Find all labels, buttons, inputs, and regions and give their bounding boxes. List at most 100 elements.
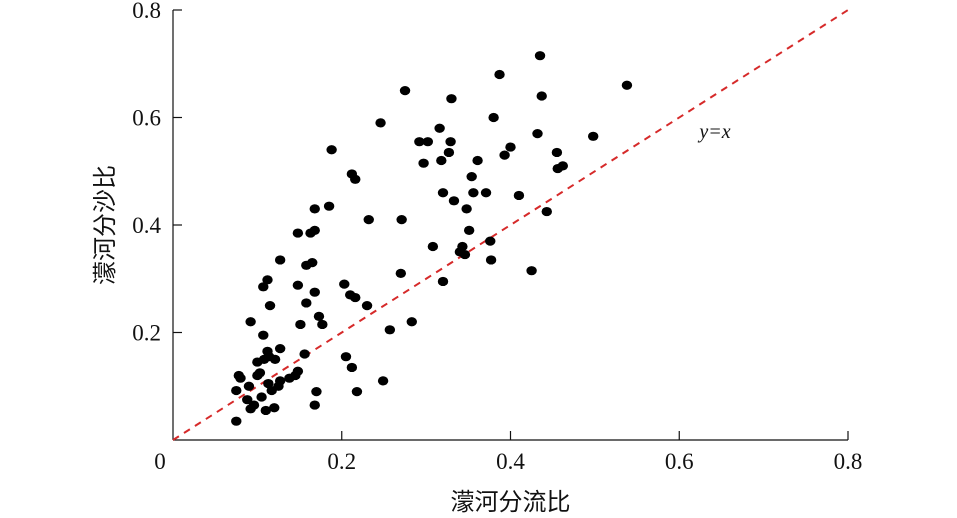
data-point <box>309 287 320 297</box>
data-point <box>536 91 547 101</box>
x-tick-label: 0.2 <box>327 449 356 474</box>
data-point <box>274 376 286 386</box>
data-point <box>260 405 272 416</box>
data-point <box>526 266 537 276</box>
data-point <box>254 368 266 378</box>
data-point <box>256 392 267 402</box>
data-point <box>437 188 449 198</box>
data-point <box>395 268 407 278</box>
data-point <box>292 280 304 290</box>
data-point <box>384 325 396 335</box>
data-point <box>468 188 479 198</box>
reference-line-label: y=x <box>697 121 730 143</box>
data-point <box>406 317 417 327</box>
x-tick-label: 0.8 <box>834 449 863 474</box>
data-point <box>494 69 505 80</box>
data-point <box>309 225 320 235</box>
data-point <box>534 51 546 61</box>
data-point <box>313 311 325 321</box>
data-point <box>434 123 445 133</box>
data-point <box>375 118 386 128</box>
y-tick-label: 0.4 <box>132 213 161 238</box>
data-point <box>309 400 320 410</box>
data-point <box>339 279 350 289</box>
data-point <box>243 381 255 391</box>
data-point <box>269 354 281 364</box>
data-point <box>317 319 328 330</box>
data-point <box>340 352 352 362</box>
data-point <box>437 276 449 287</box>
data-point <box>248 400 260 410</box>
data-point <box>399 86 411 96</box>
data-point <box>309 204 320 214</box>
data-point <box>480 188 492 198</box>
x-axis-title: 濛河分流比 <box>451 488 571 516</box>
data-point <box>557 161 569 171</box>
data-point <box>463 225 475 235</box>
data-point <box>311 387 322 397</box>
data-point <box>461 204 472 214</box>
y-ticks: 0.2 0.4 0.6 0.8 <box>132 0 182 346</box>
data-point <box>472 155 483 166</box>
data-points <box>231 51 633 426</box>
data-point <box>346 362 358 373</box>
axes: 0.2 0.4 0.6 0.8 0.2 0.4 0.6 0.8 0 <box>132 0 862 474</box>
data-point <box>621 80 633 90</box>
data-point <box>351 387 363 397</box>
data-point <box>485 255 497 265</box>
data-point <box>448 196 460 206</box>
data-point <box>422 137 434 147</box>
data-point <box>532 129 543 139</box>
data-point <box>233 370 245 381</box>
data-point <box>457 241 468 252</box>
data-point <box>326 145 337 155</box>
data-point <box>436 155 447 166</box>
data-point <box>301 298 312 308</box>
data-point <box>292 366 304 376</box>
data-point <box>307 258 318 268</box>
x-ticks: 0.2 0.4 0.6 0.8 <box>327 431 862 474</box>
data-point <box>541 206 552 217</box>
data-point <box>414 137 425 147</box>
data-point <box>262 346 273 356</box>
data-point <box>513 190 525 201</box>
data-point <box>295 319 306 330</box>
y-axis-title: 濛河分沙比 <box>91 165 119 285</box>
data-point <box>264 301 276 311</box>
data-point <box>245 317 256 327</box>
data-point <box>231 416 242 426</box>
data-point <box>269 403 280 413</box>
data-point <box>263 378 274 389</box>
data-point <box>258 330 269 340</box>
y-tick-label: 0.2 <box>132 321 161 346</box>
reference-line-y-equals-x <box>172 9 849 441</box>
data-point <box>443 147 455 158</box>
data-point <box>350 174 361 184</box>
data-point <box>242 395 253 405</box>
data-point <box>499 150 510 160</box>
data-point <box>485 236 496 246</box>
x-tick-label: 0.6 <box>665 449 694 474</box>
data-point <box>446 94 457 104</box>
data-point <box>377 376 389 386</box>
data-point <box>396 215 407 225</box>
data-point <box>427 241 439 252</box>
data-point <box>274 255 286 265</box>
data-point <box>587 131 599 141</box>
data-point <box>323 201 335 211</box>
data-point <box>231 385 242 396</box>
data-point <box>274 344 286 354</box>
data-point <box>551 147 563 158</box>
data-point <box>350 292 361 303</box>
data-point <box>459 249 471 260</box>
data-point <box>262 275 273 285</box>
data-point <box>466 172 477 182</box>
x-tick-label: 0.4 <box>496 449 525 474</box>
data-point <box>299 349 310 359</box>
data-point <box>488 112 499 123</box>
origin-label: 0 <box>154 449 166 474</box>
data-point <box>292 228 304 238</box>
data-point <box>418 158 429 168</box>
data-point <box>266 385 277 396</box>
